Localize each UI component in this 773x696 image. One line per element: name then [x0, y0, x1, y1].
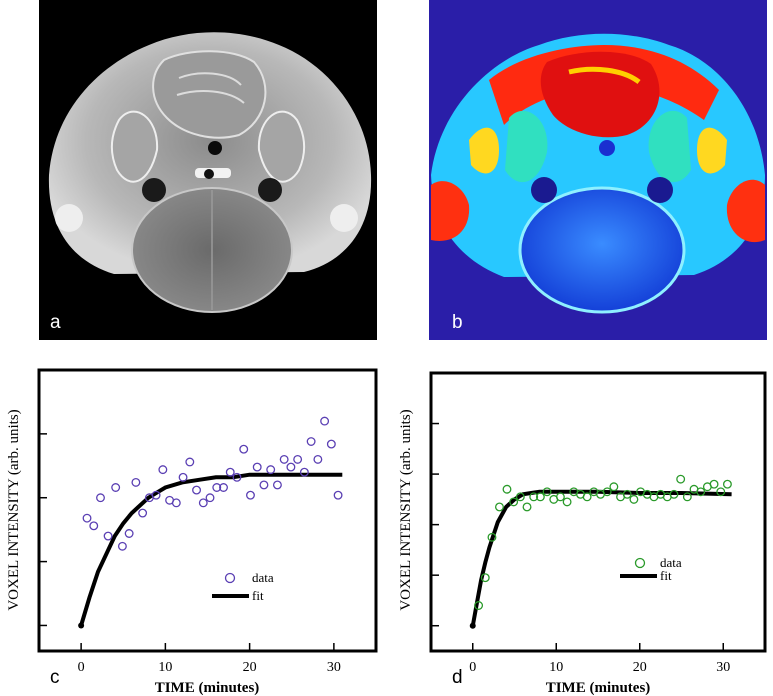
- data-point: [522, 502, 532, 512]
- mri-colormap-image: [429, 0, 767, 340]
- data-point: [232, 472, 242, 482]
- data-point: [124, 529, 134, 538]
- data-point: [676, 474, 686, 484]
- data-point: [286, 462, 296, 472]
- data-point: [212, 483, 222, 492]
- data-point: [138, 508, 148, 518]
- x-tick-label: 20: [243, 660, 257, 675]
- intensity-plot-c: 0 10 20 30 TIME (minutes) VOXEL INTENSITY (…: [6, 368, 378, 696]
- data-point: [205, 493, 215, 503]
- data-point: [185, 457, 195, 467]
- data-point: [333, 490, 343, 500]
- data-point: [495, 502, 504, 512]
- data-point: [82, 513, 92, 523]
- data-point: [529, 492, 539, 502]
- x-tick-label: 0: [469, 660, 476, 675]
- y-axis-title: VOXEL INTENSITY (arb. units): [398, 409, 414, 610]
- mri-grayscale-image: [39, 0, 377, 340]
- legend-fit-label: fit: [252, 588, 264, 603]
- legend-fit-label: fit: [660, 568, 672, 583]
- data-point: [320, 416, 330, 426]
- x-tick-label: 10: [549, 660, 563, 675]
- plot-frame: [429, 371, 767, 653]
- data-point: [487, 532, 497, 542]
- panel-label-c: c: [50, 667, 60, 688]
- y-axis-title: VOXEL INTENSITY (arb. units): [6, 409, 22, 610]
- x-tick-label: 10: [158, 660, 172, 675]
- data-point: [178, 472, 188, 482]
- data-point: [198, 498, 208, 508]
- intensity-plot-d: 0 10 20 30 TIME (minutes) VOXEL INTENSITY (…: [398, 371, 767, 696]
- data-point: [502, 484, 512, 494]
- data-point: [96, 493, 105, 503]
- data-point: [509, 497, 519, 507]
- data-point: [103, 531, 113, 541]
- data-point: [266, 465, 276, 475]
- data-point: [542, 487, 552, 497]
- data-point: [279, 454, 289, 464]
- data-point: [722, 479, 732, 489]
- data-point: [151, 490, 161, 500]
- data-point: [171, 498, 181, 508]
- x-tick-label: 30: [327, 660, 341, 675]
- data-point: [117, 541, 127, 551]
- data-point: [582, 492, 592, 502]
- data-point: [515, 492, 525, 502]
- data-point: [89, 521, 99, 531]
- data-point: [562, 497, 572, 507]
- panel-label-d: d: [452, 667, 463, 688]
- data-point: [111, 483, 121, 492]
- data-point: [158, 465, 168, 475]
- data-point: [239, 444, 249, 454]
- data-point: [622, 489, 632, 499]
- data-point: [682, 492, 692, 502]
- data-point: [259, 480, 269, 490]
- data-point: [219, 483, 228, 492]
- data-point: [629, 494, 639, 504]
- legend-data-label: data: [252, 570, 274, 585]
- data-point: [299, 467, 309, 477]
- data-point: [272, 480, 282, 490]
- data-point: [669, 489, 679, 499]
- data-point: [480, 573, 490, 583]
- plot-frame: [37, 368, 378, 653]
- fit-curve: [79, 472, 343, 627]
- data-point: [306, 437, 316, 446]
- x-tick-label: 0: [78, 660, 85, 675]
- data-point: [555, 492, 565, 502]
- x-tick-label: 30: [716, 660, 730, 675]
- data-point: [716, 487, 726, 497]
- fit-curve: [470, 489, 732, 627]
- x-axis-title: TIME (minutes): [155, 680, 260, 696]
- data-point: [246, 490, 255, 500]
- data-point: [326, 439, 336, 449]
- data-point: [474, 601, 484, 610]
- data-point: [609, 482, 619, 492]
- panel-label-a: a: [50, 312, 61, 333]
- data-point: [192, 485, 201, 495]
- x-axis-title: TIME (minutes): [546, 680, 651, 696]
- data-point: [131, 477, 141, 487]
- fit-start-point: [78, 622, 85, 629]
- data-point: [252, 462, 262, 472]
- data-point: [709, 479, 719, 489]
- data-point: [602, 487, 612, 497]
- legend-data-marker: [224, 572, 236, 584]
- data-point: [535, 492, 545, 502]
- fit-start-point: [469, 622, 476, 629]
- data-point: [313, 454, 323, 464]
- legend-data-marker: [634, 557, 646, 569]
- panel-label-b: b: [452, 312, 463, 333]
- x-tick-label: 20: [633, 660, 647, 675]
- data-point: [225, 467, 235, 477]
- data-point: [293, 454, 303, 464]
- legend-data-label: data: [660, 555, 682, 570]
- data-point: [696, 487, 706, 497]
